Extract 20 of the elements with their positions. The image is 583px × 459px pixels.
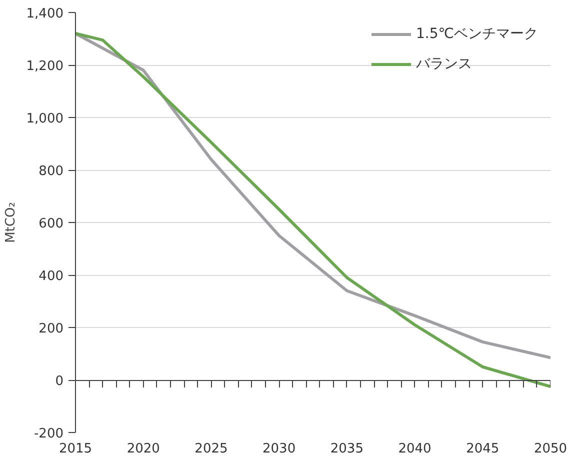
y-tick-label: 600	[38, 216, 64, 232]
x-tick-label: 2040	[398, 442, 432, 456]
legend-label: バランス	[416, 55, 472, 73]
x-tick-label: 2025	[194, 442, 228, 456]
x-tick-label: 2020	[126, 442, 160, 456]
x-tick-label: 2015	[58, 442, 92, 456]
x-tick-label: 2030	[262, 442, 296, 456]
y-tick-label: 400	[38, 269, 64, 284]
y-axis-title: MtCO₂	[3, 202, 18, 243]
x-tick-label: 2050	[534, 442, 568, 456]
y-tick-label: -200	[34, 426, 64, 442]
y-tick-label: 1,400	[26, 6, 64, 22]
y-tick-label: 0	[55, 374, 64, 389]
x-tick-label: 2045	[466, 442, 500, 456]
y-tick-label: 200	[38, 322, 64, 336]
y-tick-label: 800	[38, 164, 64, 179]
y-tick-label: 1,200	[26, 59, 64, 74]
x-tick-label: 2035	[330, 442, 364, 456]
legend-label: 1.5℃ベンチマーク	[416, 25, 538, 43]
y-tick-label: 1,000	[26, 112, 64, 126]
